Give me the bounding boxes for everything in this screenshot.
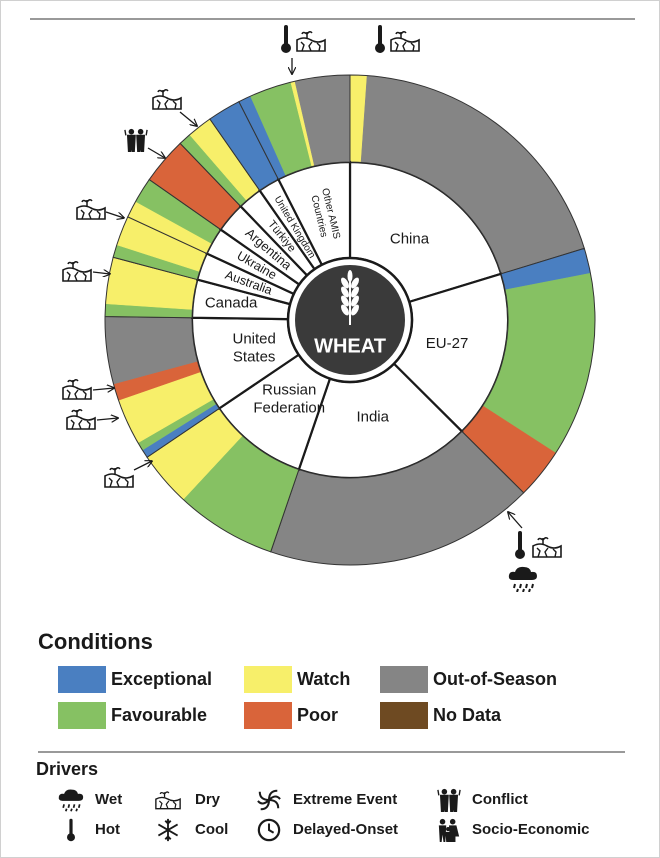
legend-swatch [380,666,428,693]
wheat-grain [351,286,359,298]
driver-label: Extreme Event [293,791,397,808]
map-driver-icons [62,25,562,592]
legend-label: Watch [297,669,350,689]
country-label: India [356,408,389,425]
country-label: States [233,349,276,366]
driver-label: Cool [195,821,228,838]
legend-label: Exceptional [111,669,212,689]
drivers-legend: Wet Dry Extreme Event Conflict Hot Cool Delaye… [58,788,590,842]
country-label: Canada [205,295,258,312]
legend-swatch [58,666,106,693]
legend-label: No Data [433,705,502,725]
wheat-grain [351,277,359,289]
wheat-icon [341,270,359,325]
country-label: China [390,231,430,248]
wheat-grain [351,295,359,307]
legend-label: Favourable [111,705,207,725]
legend-swatch [244,666,292,693]
wheat-grain [341,286,349,298]
driver-label: Dry [195,791,221,808]
legend-swatch [380,702,428,729]
wheat-grain [341,295,349,307]
driver-label: Delayed-Onset [293,821,398,838]
legend-label: Out-of-Season [433,669,557,689]
legend-title: Conditions [38,629,153,654]
wheat-grain [351,304,359,316]
country-outline [238,74,351,180]
legend-swatch [244,702,292,729]
legend-swatch [58,702,106,729]
driver-label: Hot [95,821,120,838]
wheat-grain [341,277,349,289]
country-label: Federation [253,399,325,416]
drivers-title: Drivers [36,759,98,779]
country-label: United [233,331,276,348]
country-label: Russian [262,381,316,398]
legend: Exceptional Watch Out-of-Season Favourable P… [58,666,557,729]
legend-label: Poor [297,705,338,725]
wheat-grain [347,270,353,282]
driver-label: Socio-Economic [472,821,590,838]
country-label: EU-27 [426,335,469,352]
wheat-grain [341,304,349,316]
driver-label: Wet [95,791,122,808]
center-label: WHEAT [314,335,386,357]
driver-label: Conflict [472,791,528,808]
